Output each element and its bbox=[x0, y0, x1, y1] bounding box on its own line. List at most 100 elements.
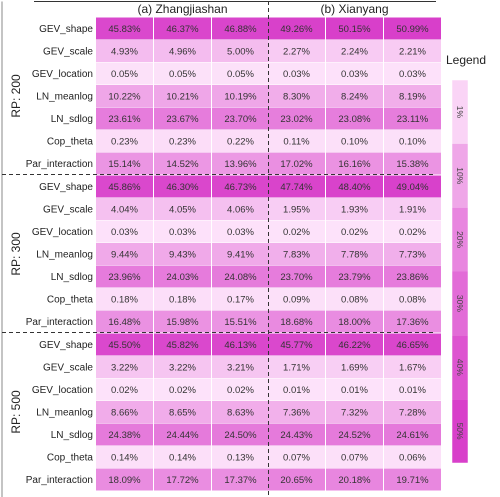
heatmap-cell bbox=[212, 243, 269, 265]
heatmap-cell bbox=[326, 198, 383, 220]
heatmap-cell bbox=[326, 152, 383, 175]
heatmap-cell bbox=[96, 446, 153, 468]
cell-value-label: 0.01% bbox=[399, 385, 426, 396]
heatmap-cell bbox=[326, 40, 383, 62]
cell-value-label: 45.86% bbox=[108, 182, 141, 193]
heatmap-cell bbox=[212, 401, 269, 423]
cell-value-label: 49.04% bbox=[396, 182, 429, 193]
heatmap-cell bbox=[326, 288, 383, 310]
cell-value-label: 0.13% bbox=[227, 452, 254, 463]
row-label-par-interaction: Par_interaction bbox=[26, 159, 93, 170]
cell-value-label: 0.01% bbox=[341, 385, 368, 396]
cell-value-label: 45.83% bbox=[108, 24, 141, 35]
heatmap-cell bbox=[96, 333, 153, 356]
cell-value-label: 8.24% bbox=[341, 91, 368, 102]
cell-value-label: 24.50% bbox=[224, 430, 257, 441]
heatmap-cell bbox=[212, 378, 269, 401]
row-label-cop-theta: Cop_theta bbox=[47, 452, 94, 463]
cell-value-label: 46.13% bbox=[224, 340, 257, 351]
heatmap-cell bbox=[154, 401, 211, 423]
cell-value-label: 0.03% bbox=[111, 227, 138, 238]
cell-value-label: 0.02% bbox=[341, 227, 368, 238]
row-label-gev-scale: GEV_scale bbox=[43, 362, 93, 373]
cell-value-label: 23.67% bbox=[166, 114, 199, 125]
cell-value-label: 2.27% bbox=[283, 46, 310, 57]
heatmap-cell bbox=[268, 152, 325, 175]
row-label-gev-location: GEV_location bbox=[32, 227, 93, 238]
heatmap-cell bbox=[96, 17, 153, 40]
row-label-cop-theta: Cop_theta bbox=[47, 294, 94, 305]
heatmap-cell bbox=[326, 85, 383, 107]
heatmap-cell bbox=[384, 130, 441, 152]
heatmap-cell bbox=[326, 446, 383, 468]
heatmap-cell bbox=[96, 175, 153, 198]
legend-swatch bbox=[452, 399, 468, 463]
heatmap-cell bbox=[212, 310, 269, 333]
cell-value-label: 0.01% bbox=[283, 385, 310, 396]
cell-value-label: 0.11% bbox=[283, 136, 310, 147]
cell-value-label: 46.22% bbox=[338, 340, 371, 351]
heatmap-cell bbox=[154, 152, 211, 175]
cell-value-label: 0.23% bbox=[111, 136, 138, 147]
heatmap-cell bbox=[96, 310, 153, 333]
heatmap-cell bbox=[268, 243, 325, 265]
cell-value-label: 15.14% bbox=[108, 159, 141, 170]
legend-title: Legend bbox=[446, 53, 486, 67]
cell-value-label: 10.22% bbox=[108, 91, 141, 102]
cell-value-label: 24.43% bbox=[280, 430, 313, 441]
cell-value-label: 46.30% bbox=[166, 182, 199, 193]
cell-value-label: 2.24% bbox=[341, 46, 368, 57]
heatmap-cell bbox=[384, 220, 441, 243]
heatmap-cell bbox=[212, 152, 269, 175]
heatmap-cell bbox=[212, 85, 269, 107]
heatmap-cell bbox=[268, 220, 325, 243]
heatmap-cell bbox=[384, 378, 441, 401]
heatmap-cell bbox=[268, 446, 325, 468]
rp-label-rp-300: RP: 300 bbox=[9, 232, 23, 276]
heatmap-cell bbox=[154, 423, 211, 446]
row-label-gev-location: GEV_location bbox=[32, 69, 93, 80]
heatmap-cell bbox=[384, 446, 441, 468]
row-label-ln-meanlog: LN_meanlog bbox=[36, 407, 93, 418]
cell-value-label: 0.17% bbox=[227, 294, 254, 305]
heatmap-cell bbox=[384, 107, 441, 130]
heatmap-cell bbox=[268, 468, 325, 491]
heatmap-cell bbox=[268, 130, 325, 152]
cell-value-label: 1.67% bbox=[399, 362, 426, 373]
row-label-gev-shape: GEV_shape bbox=[39, 24, 93, 35]
cell-value-label: 0.18% bbox=[169, 294, 196, 305]
row-label-gev-scale: GEV_scale bbox=[43, 46, 93, 57]
heatmap-cell bbox=[326, 62, 383, 85]
heatmap-cell bbox=[96, 401, 153, 423]
cell-value-label: 0.07% bbox=[341, 452, 368, 463]
heatmap-cell bbox=[212, 175, 269, 198]
cell-value-label: 7.36% bbox=[283, 407, 310, 418]
cell-value-label: 45.82% bbox=[166, 340, 199, 351]
cell-value-label: 46.37% bbox=[166, 24, 199, 35]
cell-value-label: 3.22% bbox=[111, 362, 138, 373]
heatmap-cell bbox=[154, 356, 211, 378]
legend-bar-outline bbox=[451, 79, 469, 464]
heatmap-cell bbox=[212, 265, 269, 288]
heatmap-cell bbox=[96, 198, 153, 220]
cell-value-label: 0.03% bbox=[399, 69, 426, 80]
cell-value-label: 9.44% bbox=[111, 249, 138, 260]
legend-swatch bbox=[452, 143, 468, 208]
row-label-ln-sdlog: LN_sdlog bbox=[51, 430, 93, 441]
heatmap-cell bbox=[212, 62, 269, 85]
cell-value-label: 24.52% bbox=[338, 430, 371, 441]
cell-value-label: 0.05% bbox=[111, 69, 138, 80]
heatmap-cell bbox=[384, 333, 441, 356]
heatmap-cell bbox=[154, 378, 211, 401]
legend-swatch bbox=[452, 207, 468, 272]
cell-value-label: 24.08% bbox=[224, 272, 257, 283]
cell-value-label: 0.03% bbox=[341, 69, 368, 80]
row-label-par-interaction: Par_interaction bbox=[26, 475, 93, 486]
legend-tick-label: 30% bbox=[455, 295, 465, 312]
row-label-gev-shape: GEV_shape bbox=[39, 182, 93, 193]
heatmap-cell bbox=[384, 198, 441, 220]
cell-value-label: 20.18% bbox=[338, 475, 371, 486]
cell-value-label: 15.51% bbox=[224, 317, 257, 328]
cell-value-label: 7.83% bbox=[283, 249, 310, 260]
heatmap-cell bbox=[326, 175, 383, 198]
